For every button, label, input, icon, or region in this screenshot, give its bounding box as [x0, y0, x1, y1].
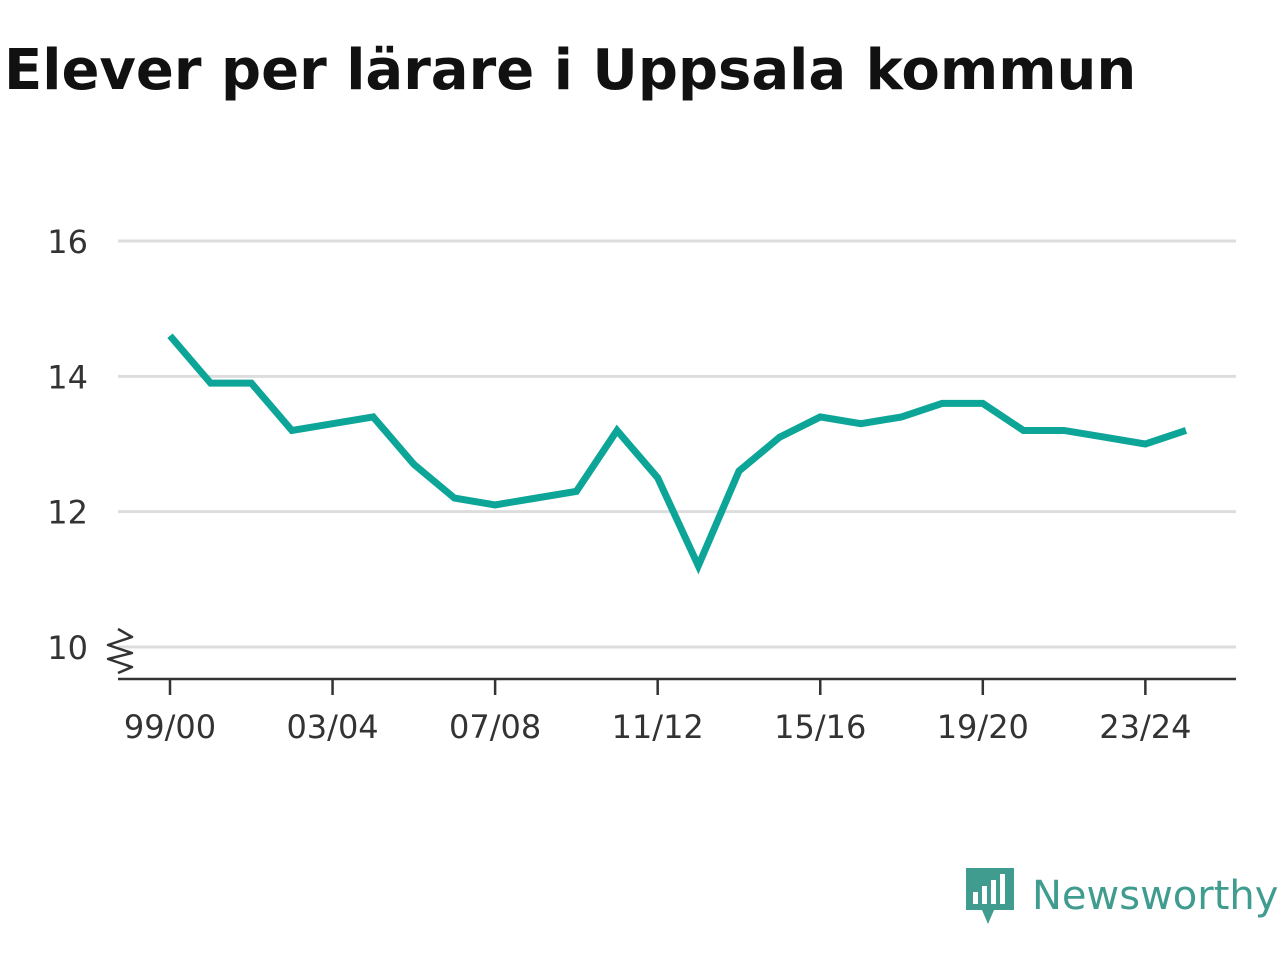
x-tick-label: 15/16 — [774, 708, 866, 746]
x-axis-tick-labels: 99/00 03/04 07/08 11/12 15/16 19/20 23/24 — [124, 708, 1192, 746]
x-tick-label: 99/00 — [124, 708, 216, 746]
x-tick-label: 11/12 — [612, 708, 704, 746]
newsworthy-logo-icon — [966, 868, 1014, 924]
grid-lines — [118, 239, 1236, 649]
y-tick-label-10: 10 — [47, 629, 88, 667]
brand-logo: Newsworthy — [964, 866, 1278, 926]
x-tick-label: 23/24 — [1099, 708, 1191, 746]
y-tick-label-14: 14 — [47, 358, 88, 396]
x-tick-label: 03/04 — [286, 708, 378, 746]
chart-title: Elever per lärare i Uppsala kommun — [4, 38, 1137, 103]
series-line-0 — [167, 333, 1188, 575]
brand-name: Newsworthy — [1032, 873, 1279, 919]
y-axis-tick-labels: 10 12 14 16 — [47, 223, 88, 667]
x-tick-label: 07/08 — [449, 708, 541, 746]
y-axis-break-icon — [106, 627, 134, 675]
series-layer — [167, 333, 1188, 575]
x-axis — [106, 627, 1236, 695]
y-tick-label-12: 12 — [47, 494, 88, 532]
x-tick-label: 19/20 — [937, 708, 1029, 746]
y-tick-label-16: 16 — [47, 223, 88, 261]
